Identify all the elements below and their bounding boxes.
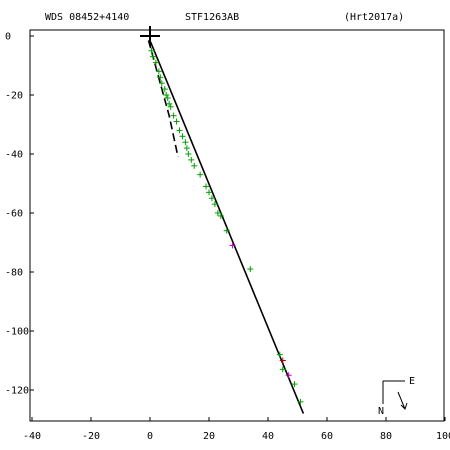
observation-point bbox=[185, 151, 192, 157]
observation-point bbox=[164, 94, 171, 101]
x-tick-label: 100 bbox=[436, 431, 450, 442]
wds-identifier: WDS 08452+4140 bbox=[45, 12, 129, 23]
observation-point bbox=[182, 139, 189, 146]
observation-point bbox=[223, 227, 230, 234]
observation-point bbox=[155, 68, 162, 75]
plot-frame bbox=[29, 29, 445, 422]
x-tick-label: 80 bbox=[380, 431, 392, 442]
x-tick-label: 60 bbox=[321, 431, 333, 442]
observation-point bbox=[247, 266, 254, 273]
observation-point bbox=[183, 145, 190, 152]
observation-point bbox=[149, 53, 156, 60]
y-tick-label: -60 bbox=[5, 209, 23, 220]
observation-point bbox=[276, 351, 283, 358]
observation-point bbox=[191, 162, 198, 169]
y-tick-label: -20 bbox=[5, 91, 23, 102]
observation-point bbox=[157, 74, 164, 81]
compass-east-label: E bbox=[409, 376, 415, 387]
y-tick-label: -120 bbox=[5, 386, 29, 397]
motion-arrow-icon bbox=[397, 391, 406, 410]
observation-point bbox=[188, 156, 195, 163]
observation-point bbox=[166, 100, 173, 107]
reference-code: (Hrt2017a) bbox=[344, 12, 404, 23]
observation-point bbox=[285, 372, 292, 379]
motion-arrowhead-icon bbox=[400, 402, 408, 410]
system-name: STF1263AB bbox=[185, 12, 239, 23]
observation-point bbox=[197, 171, 204, 178]
y-tick-label: -40 bbox=[5, 150, 23, 161]
observation-point bbox=[206, 189, 212, 196]
y-tick-label: -100 bbox=[5, 327, 29, 338]
observation-point bbox=[297, 398, 304, 405]
observation-point bbox=[208, 195, 215, 202]
observation-point bbox=[179, 133, 186, 140]
x-tick-label: -20 bbox=[82, 431, 100, 442]
compass-north-label: N bbox=[378, 406, 384, 417]
compass: E N bbox=[378, 376, 415, 417]
observation-point bbox=[217, 212, 224, 219]
observation-point bbox=[176, 127, 183, 134]
primary-star-marker bbox=[140, 26, 160, 46]
observation-point bbox=[148, 47, 155, 54]
observation-point bbox=[167, 103, 174, 110]
observation-point bbox=[279, 366, 286, 373]
y-tick-label: 0 bbox=[5, 32, 11, 43]
observation-point bbox=[291, 381, 298, 388]
observation-point bbox=[152, 59, 159, 66]
observation-point bbox=[214, 210, 221, 216]
observation-point bbox=[173, 118, 180, 125]
y-tick-label: -80 bbox=[5, 268, 23, 279]
observation-point bbox=[170, 112, 177, 119]
observation-point bbox=[203, 183, 210, 190]
x-tick-label: -40 bbox=[23, 431, 41, 442]
x-tick-label: 20 bbox=[203, 431, 215, 442]
observation-point bbox=[163, 92, 170, 98]
x-tick-label: 40 bbox=[262, 431, 274, 442]
observation-point bbox=[279, 357, 286, 364]
x-tick-label: 0 bbox=[147, 431, 153, 442]
observation-point bbox=[161, 86, 168, 93]
observation-point bbox=[211, 201, 218, 208]
observation-point bbox=[229, 242, 236, 249]
observation-point bbox=[158, 80, 165, 87]
